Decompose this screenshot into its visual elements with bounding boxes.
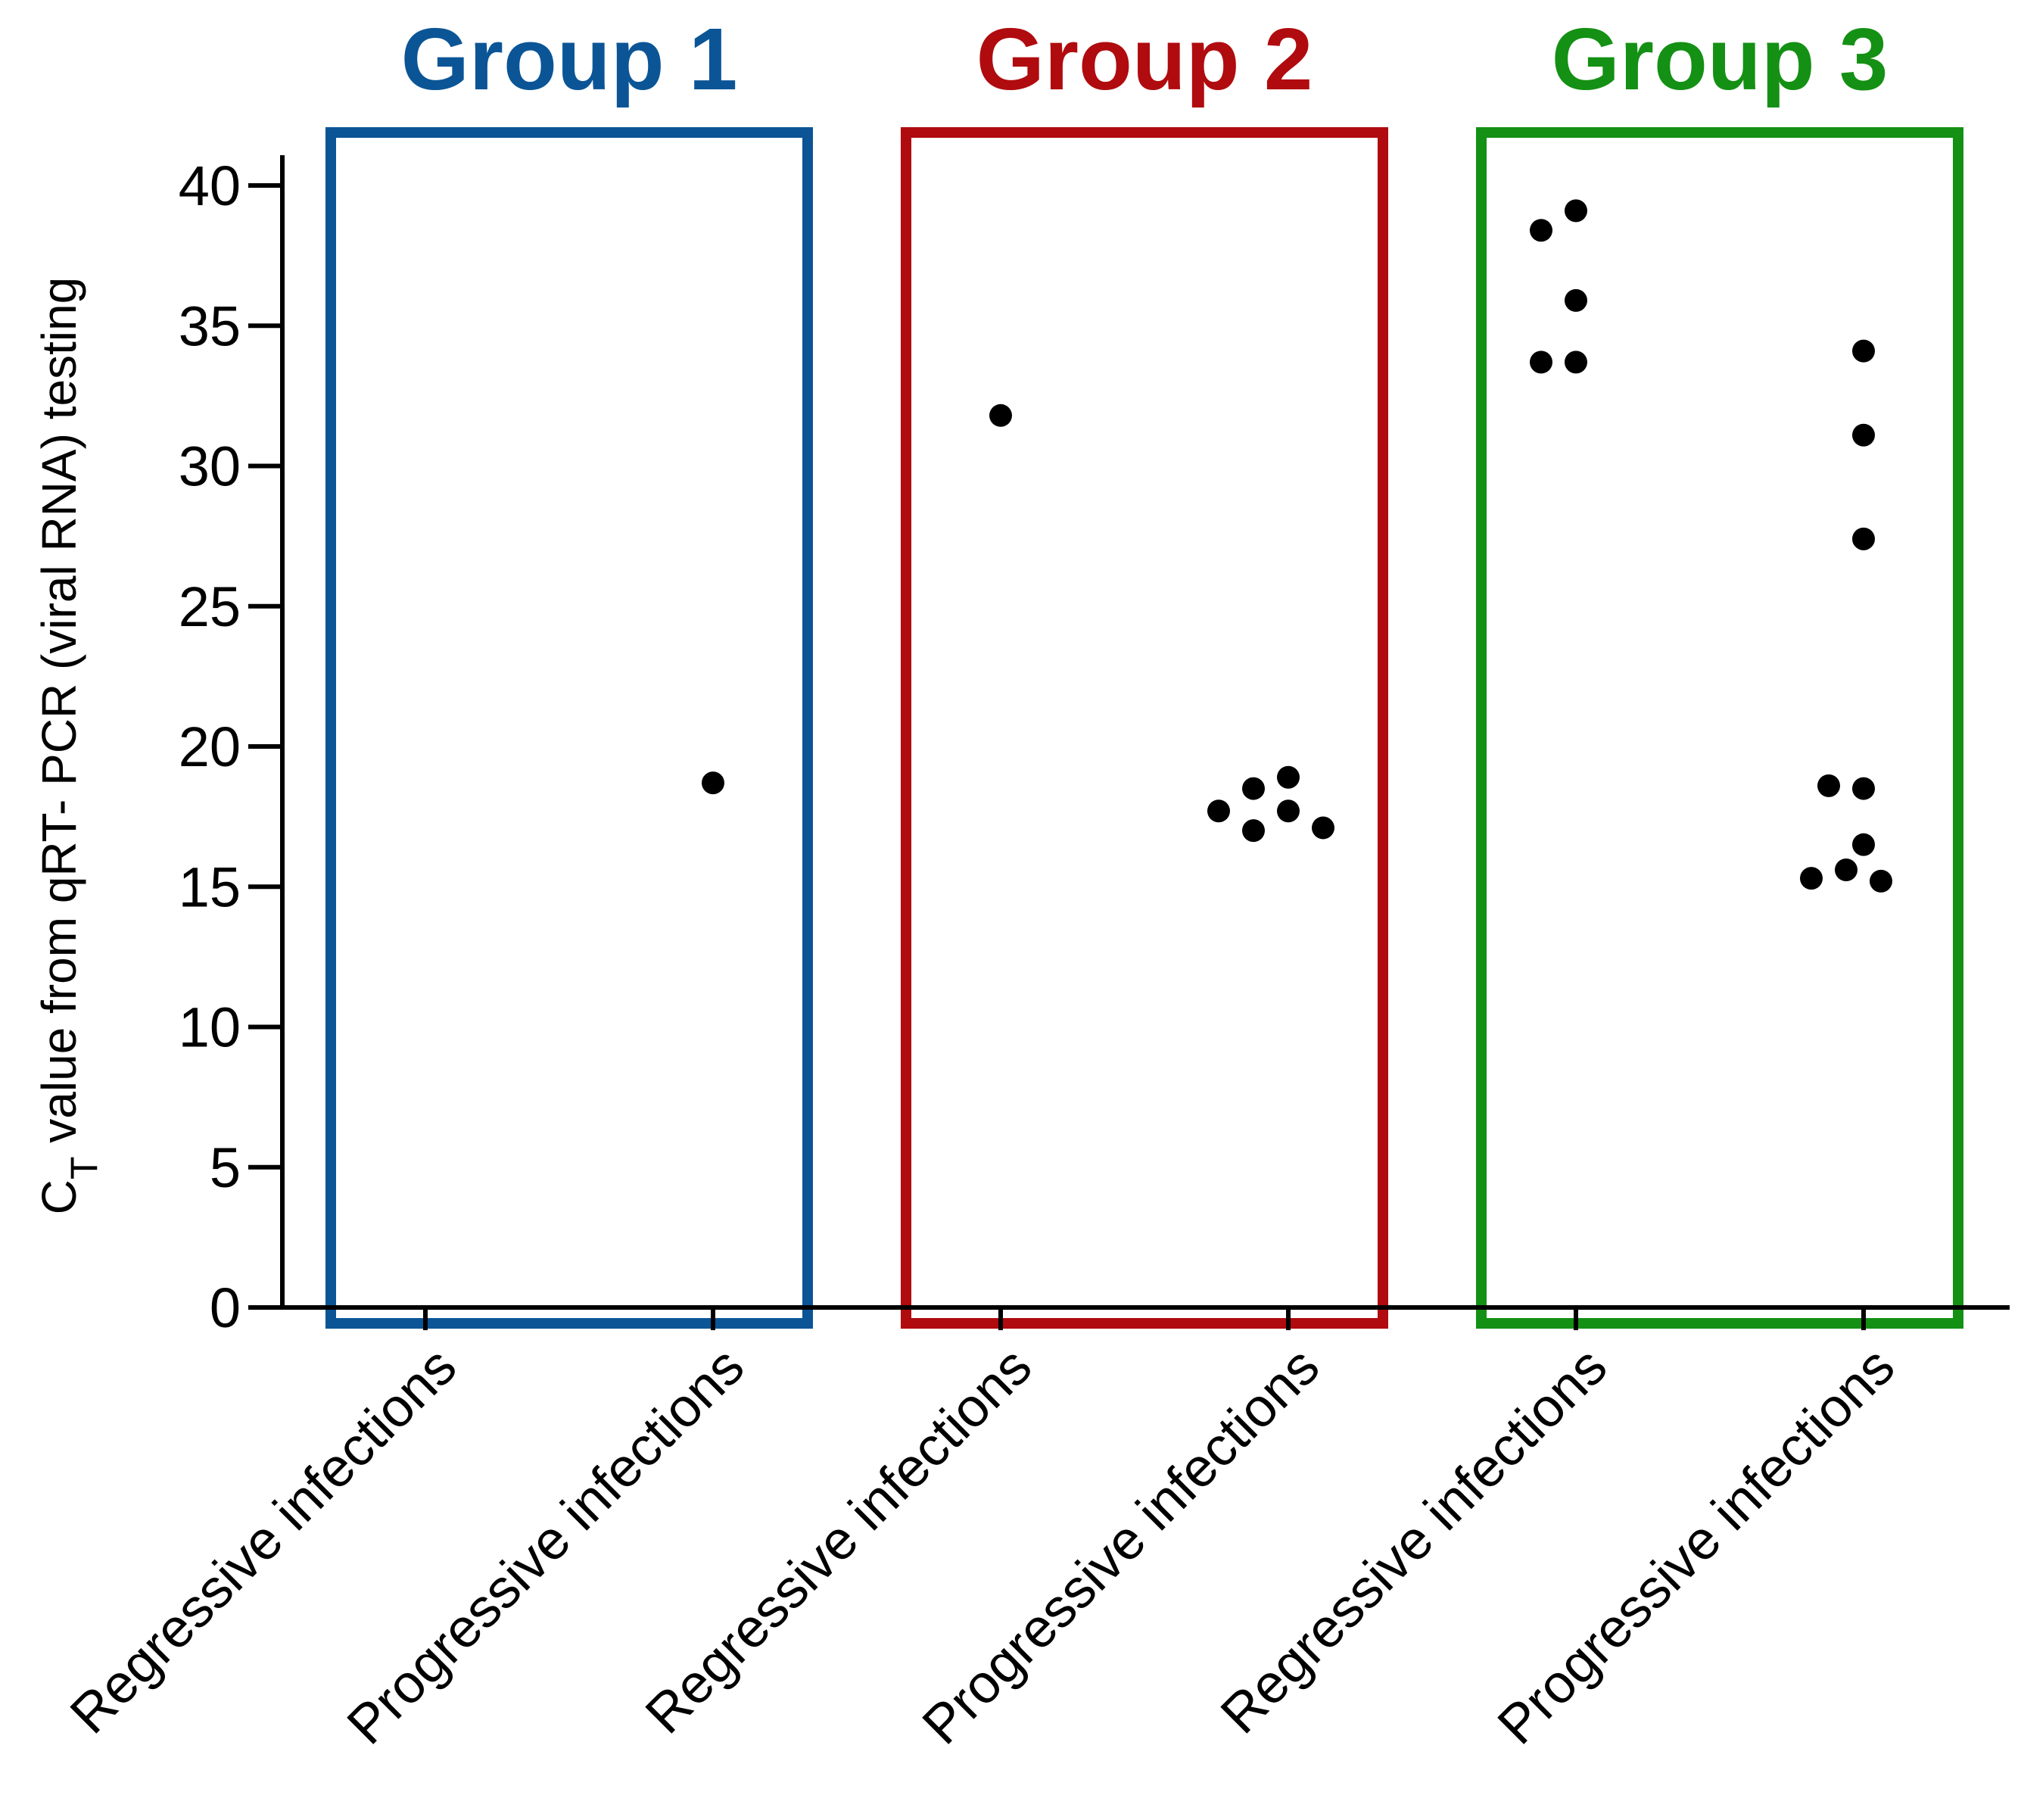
data-point bbox=[1565, 288, 1587, 312]
data-point bbox=[1312, 816, 1334, 840]
group-box-1 bbox=[325, 127, 813, 1329]
y-tick-label: 5 bbox=[210, 1136, 241, 1199]
data-point bbox=[1565, 351, 1587, 374]
data-point bbox=[1852, 339, 1875, 363]
data-point bbox=[1835, 859, 1858, 882]
data-point bbox=[1565, 199, 1587, 223]
y-axis-label-rest: value from qRT- PCR (viral RNA) testing bbox=[32, 277, 86, 1157]
y-tick-label: 40 bbox=[179, 154, 241, 217]
data-point bbox=[1530, 351, 1552, 374]
data-point bbox=[1242, 777, 1265, 800]
data-point bbox=[1852, 527, 1875, 550]
x-ticks bbox=[423, 1307, 1866, 1330]
data-point bbox=[702, 771, 724, 795]
y-tick-label: 0 bbox=[210, 1276, 241, 1339]
group-box-2 bbox=[901, 127, 1388, 1329]
y-axis-label: CT value from qRT- PCR (viral RNA) testi… bbox=[32, 277, 105, 1215]
y-axis-label-main: C bbox=[32, 1180, 86, 1214]
data-point bbox=[1277, 799, 1300, 823]
group-title-1: Group 1 bbox=[401, 10, 738, 108]
group-box-3 bbox=[1476, 127, 1963, 1329]
group-boxes bbox=[325, 127, 1963, 1329]
data-point bbox=[1817, 774, 1840, 797]
data-point bbox=[989, 404, 1012, 427]
data-point bbox=[1870, 869, 1892, 893]
group-titles: Group 1 Group 2 Group 3 bbox=[401, 10, 1889, 108]
y-tick-label: 35 bbox=[179, 295, 241, 357]
data-point bbox=[1800, 867, 1823, 890]
y-tick-label: 25 bbox=[179, 575, 241, 638]
y-tick-label: 10 bbox=[179, 996, 241, 1059]
y-axis-label-subscript: T bbox=[63, 1157, 105, 1180]
y-ticks: 0 5 10 15 20 25 30 35 40 bbox=[179, 154, 282, 1339]
data-points bbox=[702, 199, 1892, 893]
y-tick-label: 20 bbox=[179, 715, 241, 778]
y-tick-label: 15 bbox=[179, 855, 241, 918]
axes bbox=[248, 155, 2010, 1310]
data-point bbox=[1242, 819, 1265, 843]
group-title-2: Group 2 bbox=[976, 10, 1313, 108]
y-tick-label: 30 bbox=[179, 435, 241, 498]
data-point bbox=[1852, 833, 1875, 856]
data-point bbox=[1852, 423, 1875, 447]
group-title-3: Group 3 bbox=[1552, 10, 1889, 108]
data-point bbox=[1207, 799, 1230, 823]
data-point bbox=[1530, 219, 1552, 242]
data-point bbox=[1852, 777, 1875, 800]
data-point bbox=[1277, 765, 1300, 789]
